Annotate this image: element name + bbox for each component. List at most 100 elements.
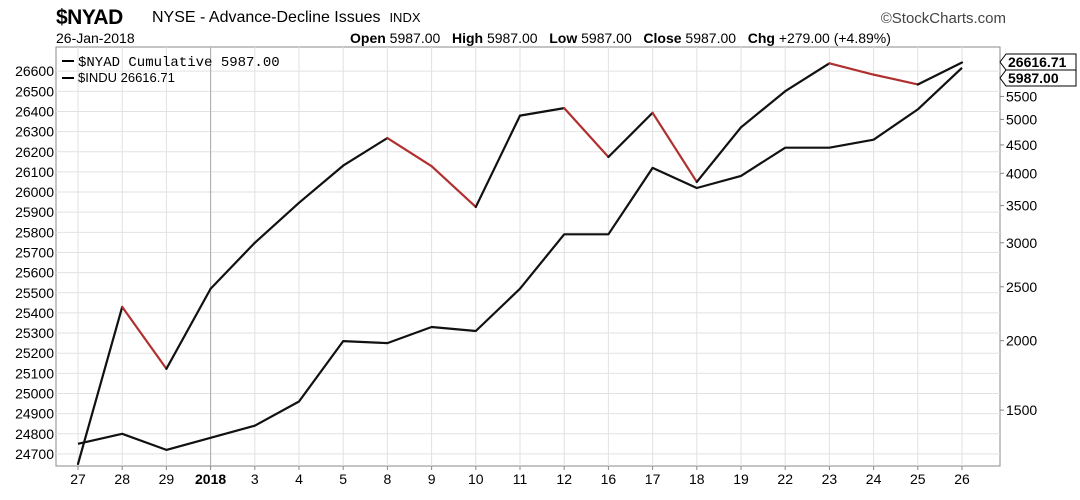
left-axis-tick-label: 25200 xyxy=(15,345,54,361)
close-label: Close xyxy=(643,30,682,46)
low-value: 5987.00 xyxy=(581,30,632,46)
left-axis-tick-label: 25500 xyxy=(15,285,54,301)
series-segment-nyad xyxy=(474,114,522,209)
right-axis-tick-label: 4500 xyxy=(1006,137,1037,153)
series-segment-nyad xyxy=(872,73,919,86)
x-axis-tick-label: 4 xyxy=(295,471,303,487)
series-segment-nyad xyxy=(828,62,875,76)
quote-date: 26-Jan-2018 xyxy=(56,30,135,46)
open-label: Open xyxy=(350,30,386,46)
left-axis-tick-label: 24900 xyxy=(15,406,54,422)
left-axis-tick-label: 25300 xyxy=(15,325,54,341)
open-value: 5987.00 xyxy=(389,30,441,46)
right-axis-tick-label: 5500 xyxy=(1006,88,1037,104)
series-segment-nyad xyxy=(165,287,212,370)
series-segment-nyad xyxy=(253,201,301,244)
symbol-description: NYSE - Advance-Decline Issues INDX xyxy=(152,9,421,27)
source-text: StockCharts.com xyxy=(891,10,1006,27)
last-value-indu: 26616.71 xyxy=(1008,54,1067,70)
series-segment-nyad xyxy=(121,305,168,370)
x-axis-tick-label: 18 xyxy=(689,471,705,487)
plot-area xyxy=(55,46,1001,467)
last-value-tag xyxy=(999,69,1077,87)
chart-legend: $NYAD Cumulative 5987.00$INDU 26616.71 xyxy=(62,55,280,85)
x-axis-tick-label: 25 xyxy=(910,471,926,487)
copyright-icon: © xyxy=(880,10,892,27)
left-axis-tick-label: 24700 xyxy=(15,446,54,462)
series-segment-nyad xyxy=(651,111,698,184)
x-axis-tick-label: 16 xyxy=(601,471,617,487)
low-label: Low xyxy=(549,30,578,46)
series-segment-nyad xyxy=(209,241,256,290)
high-label: High xyxy=(451,30,484,46)
left-axis-tick-label: 24800 xyxy=(15,426,54,442)
left-axis-tick-label: 26000 xyxy=(15,184,54,200)
x-axis-tick-label: 22 xyxy=(777,471,793,487)
x-axis-tick-label: 8 xyxy=(384,471,392,487)
series-segment-nyad xyxy=(297,164,345,204)
right-axis-tick-label: 3500 xyxy=(1006,198,1037,214)
x-axis-tick-label: 27 xyxy=(70,471,86,487)
left-axis-tick-label: 25900 xyxy=(15,204,54,220)
left-axis-tick-label: 26300 xyxy=(15,124,54,140)
left-axis-tick-label: 26100 xyxy=(15,164,54,180)
x-axis-tick-label: 26 xyxy=(954,471,970,487)
exchange-label: INDX xyxy=(389,10,421,25)
change-value: +279.00 (+4.89%) xyxy=(778,30,891,46)
right-axis-tick-label: 2000 xyxy=(1006,333,1037,349)
x-axis-tick-label: 12 xyxy=(556,471,572,487)
left-axis-tick-label: 25700 xyxy=(15,244,54,260)
last-value-nyad: 5987.00 xyxy=(1008,70,1059,86)
chart-header: $NYAD NYSE - Advance-Decline Issues INDX… xyxy=(0,0,1080,50)
left-axis-tick-label: 25000 xyxy=(15,385,54,401)
x-axis-tick-label: 23 xyxy=(822,471,838,487)
left-axis-tick-label: 26200 xyxy=(15,144,54,160)
left-axis-tick-label: 26500 xyxy=(15,83,54,99)
source-credit: ©StockCharts.com xyxy=(881,10,1006,27)
right-axis-tick-label: 3000 xyxy=(1006,235,1037,251)
series-segment-nyad xyxy=(518,107,566,117)
series-segment-nyad xyxy=(342,136,389,167)
description-text: NYSE - Advance-Decline Issues xyxy=(152,9,381,26)
x-axis-tick-label: 24 xyxy=(866,471,882,487)
right-axis-tick-label: 5000 xyxy=(1006,111,1037,127)
left-axis-tick-label: 26400 xyxy=(15,103,54,119)
legend-label-indu: $INDU 26616.71 xyxy=(78,70,175,85)
series-segment-nyad xyxy=(76,305,124,466)
series-segment-nyad xyxy=(739,90,787,129)
legend-label-nyad: $NYAD Cumulative 5987.00 xyxy=(78,55,280,71)
ohlc-summary: Open 5987.00 High 5987.00 Low 5987.00 Cl… xyxy=(350,30,891,46)
x-axis-tick-label: 11 xyxy=(513,471,528,487)
x-axis-tick-label: 28 xyxy=(114,471,130,487)
x-axis-tick-label: 29 xyxy=(159,471,175,487)
x-axis-tick-label: 3 xyxy=(251,471,259,487)
series-line-indu xyxy=(77,66,963,451)
left-axis-tick-label: 26600 xyxy=(15,63,54,79)
left-axis-tick-label: 25600 xyxy=(15,265,54,281)
series-segment-nyad xyxy=(916,61,964,86)
change-label: Chg xyxy=(747,30,775,46)
series-segment-nyad xyxy=(563,107,610,159)
left-axis-tick-label: 25400 xyxy=(15,305,54,321)
x-axis-tick-label: 10 xyxy=(468,471,484,487)
x-axis-tick-label: 2018 xyxy=(195,471,226,487)
right-axis-tick-label: 1500 xyxy=(1006,402,1037,418)
left-axis-tick-label: 25800 xyxy=(15,224,54,240)
x-axis-tick-label: 5 xyxy=(339,471,347,487)
series-segment-nyad xyxy=(607,111,654,159)
series-segment-nyad xyxy=(784,62,831,93)
right-axis-tick-label: 2500 xyxy=(1006,279,1037,295)
last-value-tag xyxy=(999,53,1077,71)
x-axis-tick-label: 17 xyxy=(645,471,661,487)
x-axis-tick-label: 9 xyxy=(428,471,436,487)
close-value: 5987.00 xyxy=(685,30,737,46)
series-segment-nyad xyxy=(386,136,433,168)
series-segment-nyad xyxy=(695,126,743,184)
series-segment-nyad xyxy=(430,165,477,209)
symbol-title: $NYAD xyxy=(56,6,123,29)
left-axis-tick-label: 25100 xyxy=(15,365,54,381)
x-axis-tick-label: 19 xyxy=(733,471,749,487)
high-value: 5987.00 xyxy=(486,30,538,46)
right-axis-tick-label: 4000 xyxy=(1006,165,1037,181)
